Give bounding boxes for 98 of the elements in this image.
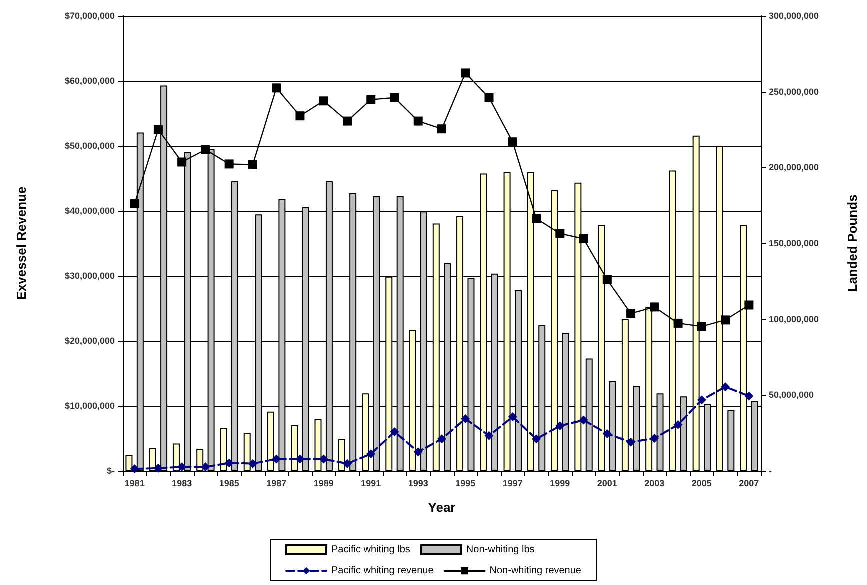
point xyxy=(532,434,542,444)
point xyxy=(154,125,163,134)
bar xyxy=(314,419,322,471)
point xyxy=(366,95,376,104)
point xyxy=(130,199,140,208)
point xyxy=(438,124,446,134)
x-tick-label: 1991 xyxy=(361,478,382,488)
point xyxy=(721,316,730,325)
y2-tick-label: 250,000,000 xyxy=(769,86,820,97)
point xyxy=(366,450,376,459)
legend-label: Non-whiting lbs xyxy=(466,544,535,556)
x-tick-label: 1995 xyxy=(456,478,476,488)
point xyxy=(602,429,612,438)
x-tick-label: 1983 xyxy=(172,478,192,488)
point xyxy=(201,145,210,154)
point xyxy=(178,158,187,167)
point xyxy=(650,302,660,312)
point xyxy=(508,412,518,422)
x-tick-label: 1993 xyxy=(408,478,428,488)
bar xyxy=(267,412,274,471)
point xyxy=(272,454,282,464)
point xyxy=(248,459,258,468)
bar xyxy=(172,444,180,471)
point xyxy=(602,275,612,284)
y-tick-label: $70,000,000 xyxy=(64,11,115,21)
x-tick-label: 2003 xyxy=(644,478,665,488)
point xyxy=(319,454,328,464)
point xyxy=(484,431,494,440)
y-axis-title: Exvessel Revenue xyxy=(14,186,29,300)
point xyxy=(130,464,140,474)
bar xyxy=(728,410,735,471)
x-tick-label: 2007 xyxy=(739,478,760,488)
point xyxy=(390,428,400,436)
x-tick-label: 2001 xyxy=(597,478,618,488)
y-tick-label: $- xyxy=(106,466,115,476)
point xyxy=(579,234,588,244)
point xyxy=(579,416,588,425)
point xyxy=(178,462,187,472)
point xyxy=(744,300,754,310)
point xyxy=(461,414,470,424)
legend-label: Pacific whiting lbs xyxy=(332,544,410,556)
point xyxy=(342,116,352,126)
y-tick-label: $60,000,000 xyxy=(64,76,115,86)
point xyxy=(154,464,163,473)
y2-tick-label: 100,000,000 xyxy=(769,314,820,324)
y2-tick-label: 150,000,000 xyxy=(769,238,820,248)
x-tick-label: 1987 xyxy=(266,478,287,488)
bar xyxy=(220,428,228,471)
point xyxy=(224,458,234,468)
point xyxy=(414,448,423,457)
y-tick-label: $10,000,000 xyxy=(64,401,115,411)
point xyxy=(342,459,352,468)
point xyxy=(556,229,565,238)
legend-label: Non-whiting revenue xyxy=(490,566,582,576)
x-tick-label: 1989 xyxy=(314,478,334,488)
point xyxy=(508,138,518,147)
x-tick-label: 2005 xyxy=(692,478,712,488)
x-tick-label: 1985 xyxy=(219,478,240,488)
point xyxy=(674,420,683,430)
x-axis-title: Year xyxy=(428,500,456,515)
point xyxy=(484,93,494,102)
point xyxy=(674,318,683,328)
point xyxy=(461,68,470,78)
point xyxy=(650,434,660,443)
bar xyxy=(291,426,298,471)
point xyxy=(697,396,706,405)
legend-label: Pacific whiting revenue xyxy=(332,566,434,576)
point xyxy=(248,160,258,170)
point xyxy=(319,96,328,106)
point xyxy=(697,322,706,332)
point xyxy=(721,382,730,392)
y-tick-label: $50,000,000 xyxy=(64,141,115,151)
point xyxy=(414,116,423,126)
x-tick-label: 1997 xyxy=(502,478,523,488)
point xyxy=(438,434,446,444)
y-tick-label: $40,000,000 xyxy=(64,206,115,216)
point xyxy=(296,454,305,464)
y2-tick-label: - xyxy=(769,466,772,476)
y2-tick-label: 300,000,000 xyxy=(769,11,820,21)
x-tick-label: 1981 xyxy=(124,478,145,488)
bar xyxy=(338,439,346,471)
bar xyxy=(244,433,251,471)
point xyxy=(201,462,210,472)
y2-tick-label: 200,000,000 xyxy=(769,162,820,173)
y2-tick-label: 50,000,000 xyxy=(769,390,814,400)
y-tick-label: $30,000,000 xyxy=(64,271,115,281)
point xyxy=(224,160,234,169)
point xyxy=(532,214,542,224)
point xyxy=(626,309,636,318)
point xyxy=(272,84,282,93)
point xyxy=(744,392,754,401)
point xyxy=(556,422,565,431)
x-tick-label: 1999 xyxy=(550,478,570,488)
point xyxy=(296,112,305,121)
y-tick-label: $20,000,000 xyxy=(64,336,115,346)
point xyxy=(626,438,636,447)
point xyxy=(390,93,400,102)
y2-axis-title: Landed Pounds xyxy=(845,194,860,292)
